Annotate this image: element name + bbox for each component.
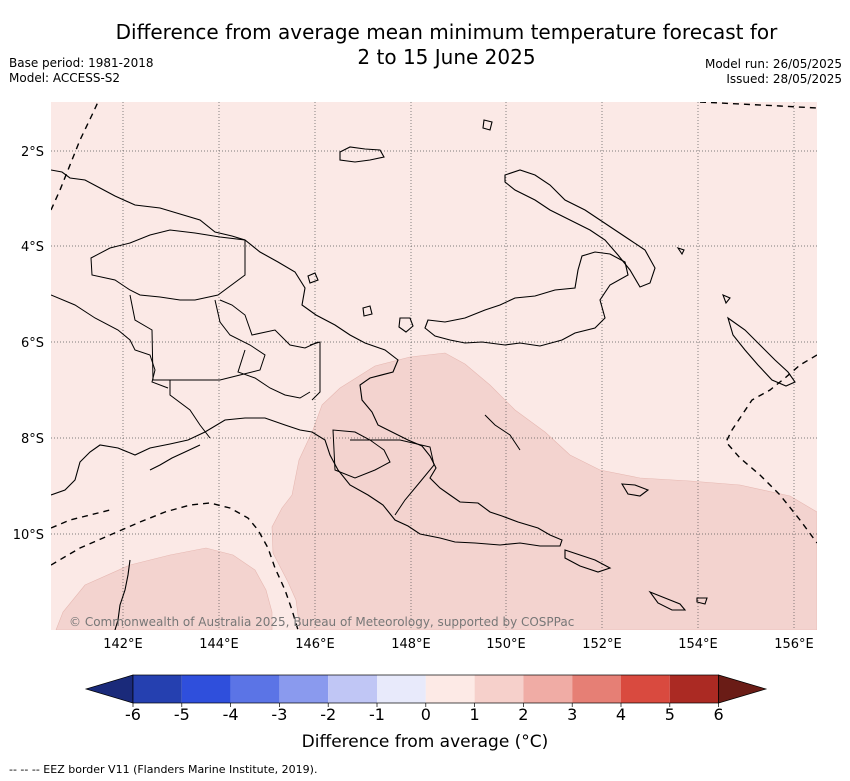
border-province-7 [350,439,435,516]
island-2 [307,272,319,284]
lat-label-4s: 4°S [21,240,44,255]
new-britain-coast [424,251,629,347]
eez-northwest [51,102,99,211]
colorbar-segment-12 [669,675,719,703]
rossel-coast [648,590,687,611]
anomaly-region-southwest [55,547,273,630]
colorbar: -6 -5 -4 -3 -2 -1 0 1 2 3 4 5 6 [84,674,768,724]
eez-northeast [699,102,817,109]
island-1 [482,119,493,131]
copyright-text: © Commonwealth of Australia 2025, Bureau… [69,615,574,629]
normanby-coast [564,549,612,573]
border-province-2 [129,294,266,381]
bougainville-coast [727,316,796,387]
colorbar-segment-11 [621,675,670,703]
colorbar-segment-8 [474,675,524,703]
coastlines [51,119,796,630]
border-png-indonesia [51,294,169,389]
colorbar-ticks [132,703,719,707]
base-period-label: Base period: 1981-2018 [9,56,154,70]
colorbar-title: Difference from average (°C) [301,732,549,752]
eez-east [725,354,817,544]
new-guinea-coast [51,169,563,547]
meta-left: Base period: 1981-2018 Model: ACCESS-S2 [9,56,154,86]
border-province-6 [332,429,391,479]
colorbar-segment-6 [377,675,426,703]
chart-title: Difference from average mean minimum tem… [60,20,833,70]
new-ireland-coast [504,169,656,288]
model-run-label: Model run: 26/05/2025 [704,57,842,71]
colorbar-tick-label: 5 [665,705,675,724]
border-province-1 [90,229,246,301]
island-6 [696,597,708,605]
border-province-3 [219,299,319,349]
lon-labels: 142°E 144°E 146°E 148°E 150°E 152°E 154°… [103,637,814,652]
fly-delta-coast [149,444,201,471]
lon-label-142e: 142°E [103,637,143,652]
colorbar-segment-3 [230,675,280,703]
manus-coast [339,146,385,163]
island-4 [676,246,685,256]
lat-label-2s: 2°S [21,145,44,160]
lat-label-10s: 10°S [13,528,44,543]
island-5 [722,293,731,305]
lon-label-156e: 156°E [774,637,814,652]
umboi-coast [398,317,414,333]
colorbar-tick-label: 6 [714,705,724,724]
eez-borders [51,102,817,630]
border-province-9 [169,380,211,439]
colorbar-tick-label: -4 [223,705,239,724]
map-panel: © Commonwealth of Australia 2025, Bureau… [51,102,817,630]
border-province-8 [484,414,521,451]
colorbar-tick-label: 3 [567,705,577,724]
lat-label-8s: 8°S [21,432,44,447]
border-province-4 [237,349,311,399]
colorbar-extend-low [84,674,134,704]
eez-south [51,502,299,630]
issued-label: Issued: 28/05/2025 [726,72,842,86]
colorbar-tick-label: -2 [320,705,336,724]
eez-footnote: -- -- -- EEZ border V11 (Flanders Marine… [9,763,318,776]
title-line-1: Difference from average mean minimum tem… [115,20,778,44]
colorbar-segment-7 [425,675,475,703]
colorbar-tick-label: 1 [470,705,480,724]
title-line-2: 2 to 15 June 2025 [357,45,536,69]
lon-label-144e: 144°E [199,637,239,652]
lon-label-154e: 154°E [678,637,718,652]
colorbar-segment-1 [133,675,182,703]
model-label: Model: ACCESS-S2 [9,71,121,85]
colorbar-tick-label: 0 [421,705,431,724]
colorbar-tick-label: 2 [518,705,528,724]
colorbar-tick-label: -6 [125,705,141,724]
meta-right: Model run: 26/05/2025 Issued: 28/05/2025 [705,57,842,87]
colorbar-tick-label: 4 [616,705,626,724]
graticule [51,102,817,630]
colorbar-tick-label: -1 [369,705,385,724]
lat-label-6s: 6°S [21,336,44,351]
colorbar-extend-high [718,674,768,704]
colorbar-tick-label: -3 [271,705,287,724]
lon-label-152e: 152°E [582,637,622,652]
woodlark-coast [620,483,650,497]
colorbar-segment-5 [328,675,377,703]
island-3 [362,305,373,317]
colorbar-segment-2 [181,675,231,703]
colorbar-segment-9 [523,675,573,703]
anomaly-region-east [271,352,817,630]
cape-york-coast [114,559,131,630]
colorbar-segment-10 [572,675,621,703]
colorbar-tick-label: -5 [174,705,190,724]
lon-label-150e: 150°E [486,637,526,652]
colorbar-tick-labels: -6 -5 -4 -3 -2 -1 0 1 2 3 4 5 6 [125,705,724,724]
lon-label-146e: 146°E [295,637,335,652]
lat-labels: 2°S 4°S 6°S 8°S 10°S [13,145,44,543]
colorbar-segment-4 [279,675,329,703]
border-province-5 [309,341,321,401]
lon-label-148e: 148°E [391,637,431,652]
political-borders [51,229,521,516]
